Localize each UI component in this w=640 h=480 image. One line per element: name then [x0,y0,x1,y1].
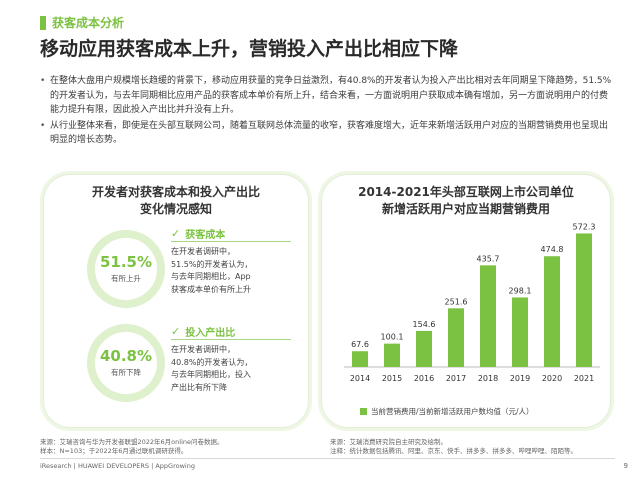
divider [171,241,291,242]
check-icon: ✓ [171,227,181,240]
desc-line: 与去年同期相比，投入 [171,370,251,379]
item-head-acquisition-cost: ✓ 获客成本 [171,226,225,241]
legend-swatch [360,408,367,415]
ring-acquisition-cost: 51.5% 有所上升 [87,230,165,308]
ring-roi: 40.8% 有所下降 [87,324,165,402]
value-label-2016: 154.6 [413,320,436,329]
source-line: 注释：统计数据包括腾讯、阿里、京东、快手、拼多多、拼多多、哔哩哔哩、陌陌等。 [330,447,577,455]
value-label-2017: 251.6 [445,297,468,306]
panel-title-line2: 变化情况感知 [139,202,212,216]
value-label-2021: 572.3 [573,222,596,231]
desc-line: 在开发者调研中， [171,247,235,256]
page-number: 9 [623,462,628,470]
desc-line: 与去年同期相比，App [171,272,251,281]
bar-2016 [416,330,432,367]
footer-divider [40,458,615,459]
desc-line: 产出比有所下降 [171,382,227,392]
pct-roi: 40.8% [99,347,153,365]
footer-brands: iResearch | HUAWEI DEVELOPERS | AppGrowi… [40,462,195,470]
x-tick-2015: 2015 [382,374,402,383]
bullet-item: 从行业整体来看，即使是在头部互联网公司，随着互联网总体流量的收窄，获客难度增大，… [40,119,616,148]
panel-title-line1: 开发者对获客成本和投入产出比 [91,185,260,199]
desc-line: 在开发者调研中， [171,345,235,354]
pct-acquisition-cost: 51.5% [99,253,153,271]
x-tick-2018: 2018 [478,374,498,383]
x-tick-2014: 2014 [350,374,370,383]
x-tick-2019: 2019 [510,374,530,383]
bar-2021 [576,233,592,367]
ring-label-roi: 有所下降 [111,368,141,377]
developer-perception-panel: 开发者对获客成本和投入产出比 变化情况感知 51.5% 有所上升 ✓ 获客成本 … [40,171,312,431]
x-tick-2017: 2017 [446,374,466,383]
ring-label-acquisition-cost: 有所上升 [111,274,141,283]
bullet-list: 在整体大盘用户规模增长趋缓的背景下，移动应用获量的竞争日益激烈，有40.8%的开… [40,74,616,149]
desc-line: 获客成本单价有所上升 [171,284,251,294]
item-name-roi: 投入产出比 [185,328,236,339]
bar-2015 [384,343,400,367]
item-head-roi: ✓ 投入产出比 [171,324,235,339]
source-note-right: 来源：艾瑞消费研究院自主研究及绘制。 注释：统计数据包括腾讯、阿里、京东、快手、… [330,438,577,456]
marketing-cost-bar-chart: 67.6 2014 100.1 2015 154.6 2016 251.6 2017 435.7… [344,222,600,383]
chart-title-line1: 2014-2021年头部互联网上市公司单位 [358,185,574,199]
check-icon: ✓ [171,325,181,338]
x-tick-2016: 2016 [414,374,434,383]
value-label-2020: 474.8 [541,245,564,254]
marketing-cost-panel: 2014-2021年头部互联网上市公司单位 新增活跃用户对应当期营销费用 [318,171,614,431]
item-desc-roi: 在开发者调研中， 40.8%的开发者认为， 与去年同期相比，投入 产出比有所下降 [171,344,271,394]
page-title: 移动应用获客成本上升，营销投入产出比相应下降 [40,38,459,60]
bullet-item: 在整体大盘用户规模增长趋缓的背景下，移动应用获量的竞争日益激烈，有40.8%的开… [40,74,616,118]
source-line: 来源：艾瑞咨询与华为开发者联盟2022年6月online问卷数据。 [40,438,224,446]
bar-2019 [512,297,528,367]
value-label-2015: 100.1 [381,333,404,342]
legend-label: 当前营销费用/当前新增活跃用户数均值（元/人） [371,407,534,416]
item-name-acquisition-cost: 获客成本 [185,230,226,241]
bar-2020 [544,256,560,367]
value-label-2018: 435.7 [477,254,500,263]
source-line: 来源：艾瑞消费研究院自主研究及绘制。 [330,438,447,446]
source-line: 样本：N=103；于2022年6月通过联机调研获得。 [40,447,188,455]
section-tag: 获客成本分析 [40,14,124,31]
source-note-left: 来源：艾瑞咨询与华为开发者联盟2022年6月online问卷数据。 样本：N=1… [40,438,224,456]
desc-line: 51.5%的开发者认为， [171,259,253,269]
chart-legend: 当前营销费用/当前新增活跃用户数均值（元/人） [360,406,534,417]
divider [171,339,291,340]
x-tick-2021: 2021 [574,374,594,383]
section-tag-bar [40,15,46,30]
bar-2014 [352,351,368,367]
value-label-2014: 67.6 [351,340,369,349]
section-tag-text: 获客成本分析 [52,16,125,30]
x-tick-2020: 2020 [542,374,562,383]
bar-2018 [480,265,496,367]
value-label-2019: 298.1 [509,286,532,295]
item-desc-acquisition-cost: 在开发者调研中， 51.5%的开发者认为， 与去年同期相比，App 获客成本单价… [171,246,271,296]
bar-2017 [448,308,464,367]
chart-title-line2: 新增活跃用户对应当期营销费用 [381,202,550,216]
desc-line: 40.8%的开发者认为， [171,357,253,367]
